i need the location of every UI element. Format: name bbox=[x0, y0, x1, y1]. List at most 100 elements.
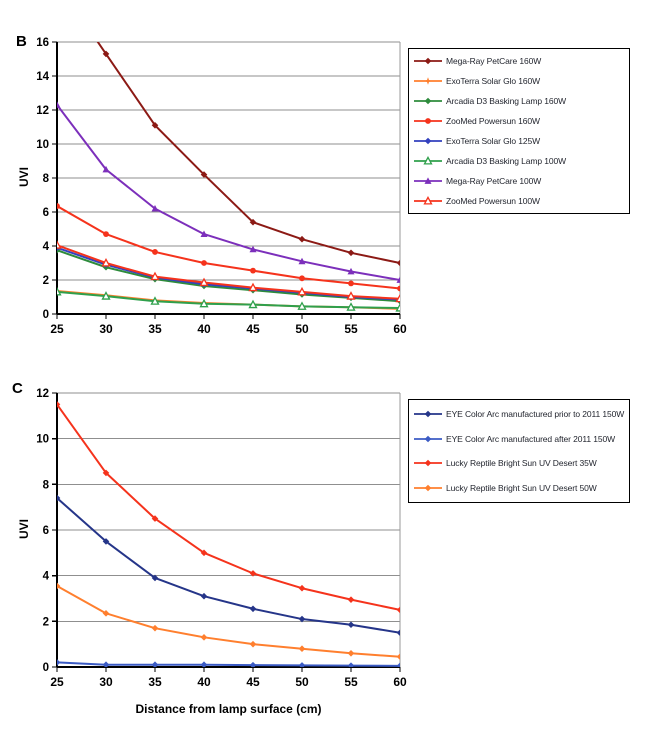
series-marker-c-1 bbox=[396, 662, 400, 667]
y-tick-label: 16 bbox=[36, 37, 49, 49]
y-tick-label: 4 bbox=[43, 241, 50, 253]
x-tick-label: 60 bbox=[393, 675, 407, 689]
legend-chart-c: EYE Color Arc manufactured prior to 2011… bbox=[408, 399, 630, 503]
series-marker-b-0 bbox=[347, 249, 355, 257]
legend-item: ExoTerra Solar Glo 125W bbox=[413, 136, 625, 146]
series-marker-b-6 bbox=[151, 205, 159, 212]
y-tick-label: 6 bbox=[43, 207, 49, 219]
series-marker-c-2 bbox=[396, 606, 400, 614]
y-tick-label: 8 bbox=[43, 479, 50, 491]
series-marker-c-1 bbox=[347, 662, 355, 667]
x-axis-title: Distance from lamp surface (cm) bbox=[135, 702, 322, 716]
series-marker-b-0 bbox=[396, 259, 400, 267]
x-tick-label: 25 bbox=[50, 675, 64, 689]
y-tick-label: 4 bbox=[43, 571, 50, 583]
series-marker-c-2 bbox=[102, 469, 110, 477]
y-tick-label: 0 bbox=[43, 662, 49, 674]
series-line-b-5 bbox=[57, 290, 400, 310]
series-marker-b-0 bbox=[249, 218, 257, 226]
series-marker-b-0 bbox=[151, 122, 159, 129]
y-tick-label: 12 bbox=[36, 388, 49, 400]
legend-item: Mega-Ray PetCare 160W bbox=[413, 56, 625, 66]
legend-item: EYE Color Arc manufactured after 2011 15… bbox=[413, 434, 625, 444]
y-tick-label: 10 bbox=[36, 434, 49, 446]
x-tick-label: 55 bbox=[344, 675, 358, 689]
series-marker-b-0 bbox=[298, 235, 306, 243]
series-marker-b-7 bbox=[297, 286, 307, 296]
legend-marker-shape bbox=[423, 156, 433, 165]
legend-marker-shape bbox=[424, 410, 432, 418]
legend-label: ZooMed Powersun 100W bbox=[446, 196, 540, 206]
series-marker-b-5 bbox=[346, 302, 356, 311]
legend-marker-shape bbox=[424, 177, 432, 184]
series-marker-c-3 bbox=[200, 634, 208, 641]
series-marker-c-3 bbox=[57, 582, 61, 590]
legend-label: ExoTerra Solar Glo 160W bbox=[446, 76, 541, 86]
series-line-c-0 bbox=[57, 497, 400, 634]
y-tick-label: 10 bbox=[36, 139, 49, 151]
series-marker-b-7 bbox=[150, 271, 160, 281]
series-marker-c-3 bbox=[151, 624, 159, 632]
series-marker-c-1 bbox=[57, 659, 61, 666]
legend-marker-shape bbox=[424, 137, 432, 145]
series-marker-c-1 bbox=[249, 661, 257, 667]
series-line-b-0 bbox=[96, 42, 400, 264]
legend-marker-shape bbox=[423, 196, 433, 205]
y-tick-label: 6 bbox=[43, 525, 49, 537]
series-marker-b-3 bbox=[397, 285, 400, 292]
series-marker-c-2 bbox=[151, 515, 159, 522]
y-tick-label: 0 bbox=[43, 309, 49, 321]
legend-marker-triangle-icon bbox=[414, 156, 442, 165]
legend-label: Arcadia D3 Basking Lamp 160W bbox=[446, 96, 567, 106]
panel-label-c: C bbox=[12, 380, 23, 397]
legend-marker-diamond-icon bbox=[414, 137, 442, 145]
x-tick-label: 50 bbox=[295, 675, 309, 689]
series-marker-c-2 bbox=[57, 401, 61, 408]
series-marker-c-3 bbox=[396, 653, 400, 661]
series-line-b-6 bbox=[57, 103, 400, 281]
x-tick-label: 35 bbox=[148, 322, 162, 336]
series-marker-c-0 bbox=[102, 538, 110, 545]
series-marker-b-6 bbox=[102, 165, 110, 173]
x-tick-label: 30 bbox=[99, 322, 113, 336]
series-marker-b-7 bbox=[199, 277, 209, 287]
legend-item: Arcadia D3 Basking Lamp 160W bbox=[413, 96, 625, 106]
y-axis-title-b: UVI bbox=[17, 167, 31, 188]
legend-item: ZooMed Powersun 100W bbox=[413, 196, 625, 206]
series-line-b-3 bbox=[57, 205, 400, 290]
legend-label: EYE Color Arc manufactured after 2011 15… bbox=[446, 433, 616, 444]
legend-marker-shape bbox=[424, 484, 432, 492]
series-marker-c-2 bbox=[298, 584, 306, 592]
legend-marker-shape bbox=[424, 459, 432, 467]
legend-label: Lucky Reptile Bright Sun UV Desert 50W bbox=[446, 482, 597, 493]
series-marker-c-0 bbox=[347, 621, 355, 629]
series-marker-b-7 bbox=[248, 282, 258, 292]
legend-item: Mega-Ray PetCare 100W bbox=[413, 176, 625, 186]
series-marker-b-3 bbox=[299, 275, 305, 282]
series-line-b-7 bbox=[57, 244, 400, 300]
series-marker-c-3 bbox=[298, 645, 306, 653]
x-tick-label: 45 bbox=[246, 322, 260, 336]
series-marker-b-3 bbox=[57, 203, 60, 209]
series-marker-c-1 bbox=[151, 661, 159, 667]
series-marker-c-2 bbox=[249, 570, 257, 577]
series-marker-b-5 bbox=[395, 303, 400, 312]
y-axis-title-c: UVI bbox=[17, 519, 31, 540]
series-marker-c-1 bbox=[298, 662, 306, 667]
series-marker-b-6 bbox=[57, 101, 61, 108]
series-marker-c-0 bbox=[151, 574, 159, 582]
legend-marker-diamond-icon bbox=[414, 410, 442, 418]
x-tick-label: 40 bbox=[197, 322, 211, 336]
y-tick-label: 2 bbox=[43, 275, 49, 287]
legend-marker-diamond-icon bbox=[414, 435, 442, 443]
legend-label: ExoTerra Solar Glo 125W bbox=[446, 136, 541, 146]
series-marker-b-5 bbox=[57, 286, 62, 296]
series-marker-c-2 bbox=[200, 549, 208, 557]
series-marker-b-7 bbox=[101, 258, 111, 267]
series-marker-c-0 bbox=[298, 615, 306, 623]
x-tick-label: 25 bbox=[50, 322, 64, 336]
x-tick-label: 40 bbox=[197, 675, 211, 689]
y-tick-label: 12 bbox=[36, 105, 49, 117]
legend-label: Arcadia D3 Basking Lamp 100W bbox=[446, 156, 567, 166]
